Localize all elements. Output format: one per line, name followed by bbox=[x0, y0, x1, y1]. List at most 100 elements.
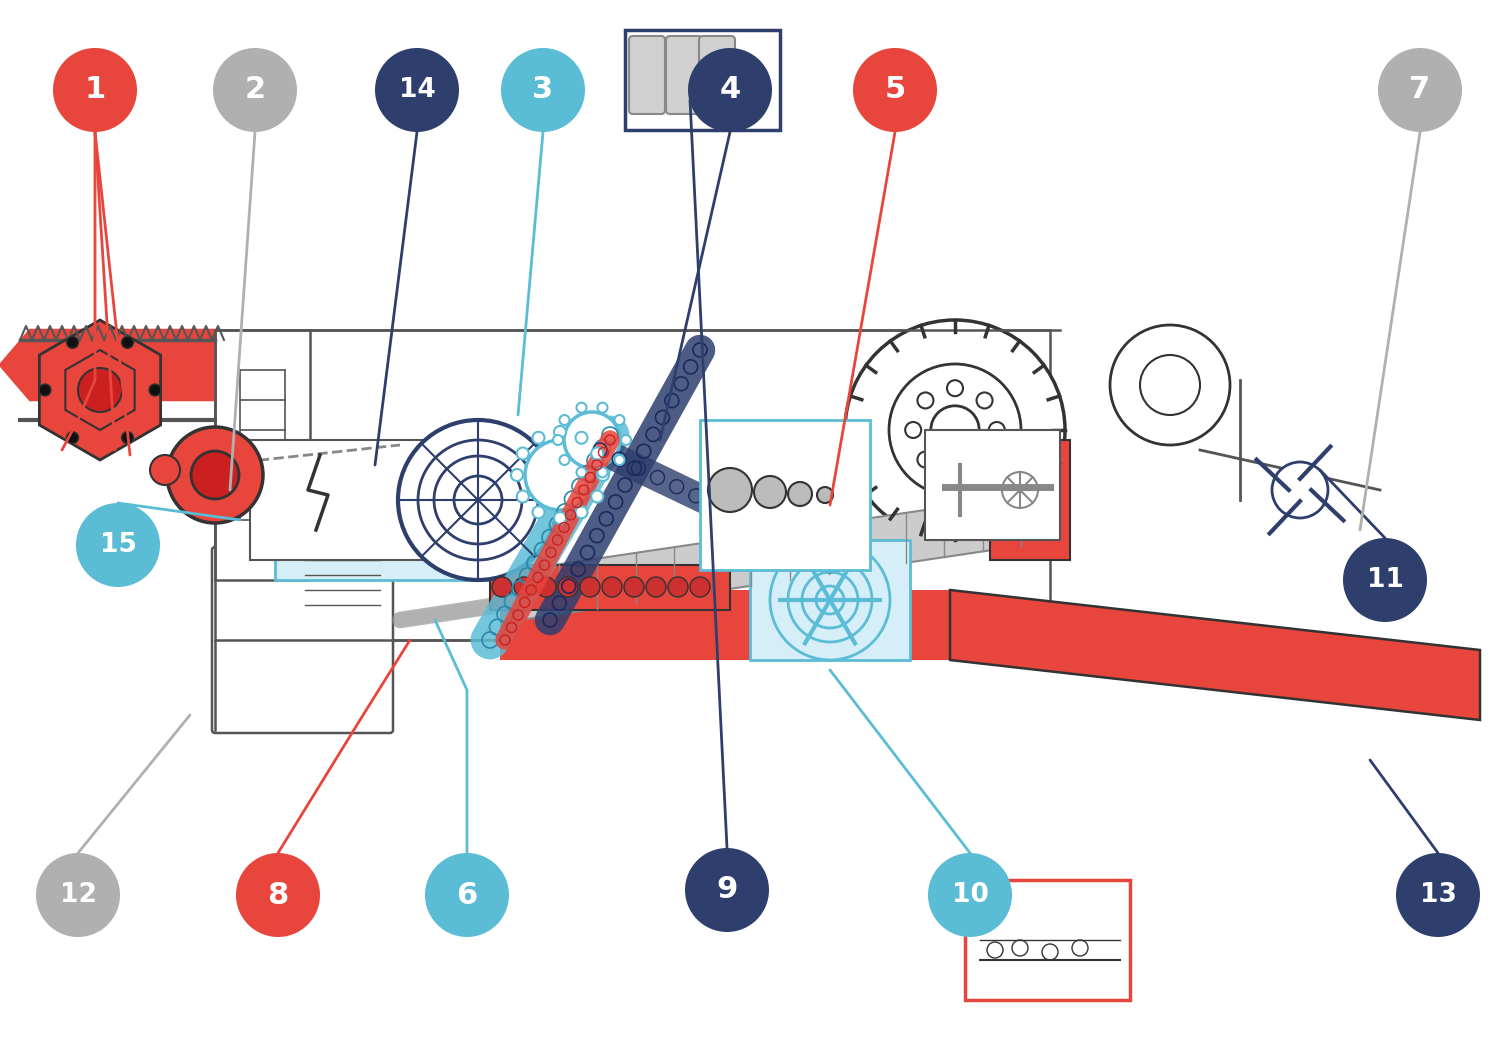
FancyBboxPatch shape bbox=[628, 36, 664, 114]
Circle shape bbox=[844, 320, 1065, 540]
Text: 3: 3 bbox=[532, 75, 554, 105]
Circle shape bbox=[668, 577, 688, 597]
Circle shape bbox=[150, 455, 180, 485]
Circle shape bbox=[564, 412, 620, 469]
Circle shape bbox=[213, 48, 297, 132]
Circle shape bbox=[976, 392, 993, 408]
Circle shape bbox=[76, 504, 160, 587]
Circle shape bbox=[621, 435, 632, 445]
Polygon shape bbox=[520, 490, 1060, 620]
Circle shape bbox=[78, 368, 122, 412]
Circle shape bbox=[928, 853, 1013, 937]
Text: 8: 8 bbox=[267, 881, 288, 909]
Bar bbox=[274, 520, 490, 580]
Text: 5: 5 bbox=[885, 75, 906, 105]
Circle shape bbox=[576, 507, 588, 518]
Circle shape bbox=[66, 336, 78, 349]
Circle shape bbox=[624, 577, 644, 597]
Circle shape bbox=[518, 447, 530, 459]
Circle shape bbox=[554, 512, 566, 524]
Text: 11: 11 bbox=[1366, 567, 1404, 593]
Circle shape bbox=[1396, 853, 1480, 937]
Circle shape bbox=[536, 577, 556, 597]
Circle shape bbox=[39, 384, 51, 396]
Circle shape bbox=[646, 577, 666, 597]
Circle shape bbox=[1272, 462, 1328, 518]
Circle shape bbox=[532, 507, 544, 518]
Bar bbox=[251, 440, 430, 560]
Circle shape bbox=[686, 848, 770, 932]
FancyBboxPatch shape bbox=[211, 547, 393, 734]
Circle shape bbox=[615, 455, 624, 465]
Circle shape bbox=[424, 853, 508, 937]
Circle shape bbox=[688, 48, 772, 132]
Circle shape bbox=[576, 403, 586, 412]
Bar bbox=[964, 880, 1130, 1000]
Circle shape bbox=[576, 431, 588, 444]
Circle shape bbox=[122, 336, 134, 349]
Bar bbox=[500, 590, 950, 660]
Bar bbox=[926, 430, 1060, 540]
Circle shape bbox=[66, 431, 78, 444]
Polygon shape bbox=[66, 350, 135, 430]
Text: 9: 9 bbox=[717, 876, 738, 904]
Circle shape bbox=[932, 406, 980, 454]
Circle shape bbox=[501, 48, 585, 132]
Circle shape bbox=[166, 427, 262, 523]
Text: 10: 10 bbox=[951, 882, 988, 908]
Circle shape bbox=[512, 469, 524, 481]
Bar bbox=[626, 30, 780, 130]
Circle shape bbox=[988, 422, 1005, 438]
Circle shape bbox=[236, 853, 320, 937]
Circle shape bbox=[560, 416, 570, 425]
Polygon shape bbox=[0, 330, 214, 400]
Circle shape bbox=[690, 577, 709, 597]
Circle shape bbox=[375, 48, 459, 132]
FancyBboxPatch shape bbox=[732, 61, 756, 113]
Bar bbox=[750, 540, 910, 660]
Bar bbox=[214, 330, 310, 580]
Text: 6: 6 bbox=[456, 881, 477, 909]
Circle shape bbox=[597, 403, 608, 412]
Circle shape bbox=[918, 392, 933, 408]
Circle shape bbox=[532, 431, 544, 444]
Circle shape bbox=[398, 420, 558, 580]
Circle shape bbox=[946, 381, 963, 396]
Circle shape bbox=[554, 435, 562, 445]
FancyBboxPatch shape bbox=[699, 36, 735, 114]
Circle shape bbox=[580, 577, 600, 597]
Circle shape bbox=[976, 452, 993, 467]
Text: 2: 2 bbox=[244, 75, 266, 105]
Text: 12: 12 bbox=[60, 882, 96, 908]
Circle shape bbox=[1140, 355, 1200, 416]
Bar bbox=[490, 565, 730, 610]
Circle shape bbox=[904, 422, 921, 438]
Circle shape bbox=[597, 469, 609, 481]
Circle shape bbox=[554, 426, 566, 438]
FancyBboxPatch shape bbox=[666, 36, 702, 114]
Circle shape bbox=[890, 364, 1022, 496]
Circle shape bbox=[918, 452, 933, 467]
Circle shape bbox=[1342, 538, 1426, 622]
Circle shape bbox=[946, 464, 963, 480]
Text: 7: 7 bbox=[1410, 75, 1431, 105]
Circle shape bbox=[602, 577, 622, 597]
Circle shape bbox=[591, 491, 603, 502]
Text: 14: 14 bbox=[399, 77, 435, 103]
Circle shape bbox=[560, 455, 570, 465]
Circle shape bbox=[492, 577, 512, 597]
Circle shape bbox=[597, 467, 608, 477]
Text: 4: 4 bbox=[720, 75, 741, 105]
Polygon shape bbox=[950, 590, 1480, 720]
Circle shape bbox=[122, 431, 134, 444]
Circle shape bbox=[518, 491, 530, 502]
Circle shape bbox=[708, 469, 752, 512]
Circle shape bbox=[53, 48, 136, 132]
Circle shape bbox=[1378, 48, 1462, 132]
Circle shape bbox=[525, 440, 596, 510]
Circle shape bbox=[514, 577, 534, 597]
Text: 1: 1 bbox=[84, 75, 105, 105]
Circle shape bbox=[558, 577, 578, 597]
Bar bbox=[990, 440, 1070, 560]
Text: 13: 13 bbox=[1419, 882, 1456, 908]
